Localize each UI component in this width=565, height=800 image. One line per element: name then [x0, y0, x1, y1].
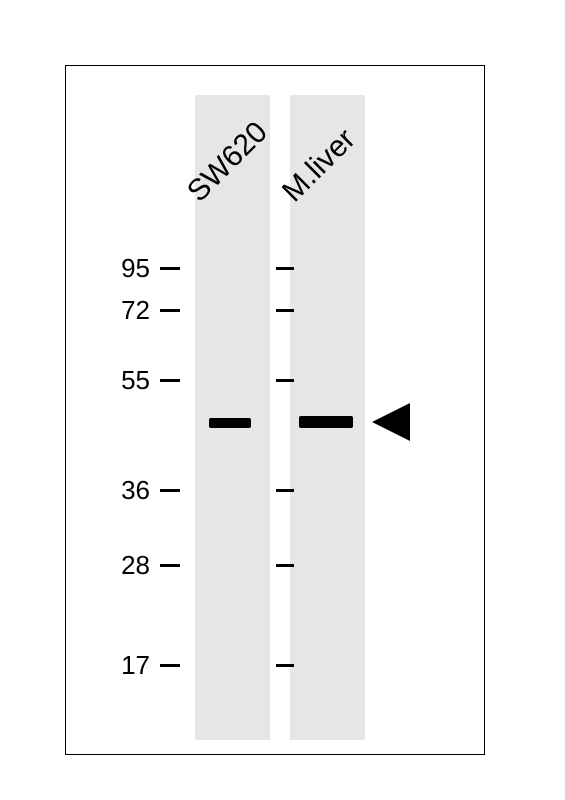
mw-tick-left-17 — [160, 664, 180, 667]
arrow-icon — [372, 401, 414, 443]
mw-tick-mid-28 — [276, 564, 294, 567]
mw-tick-mid-36 — [276, 489, 294, 492]
mw-tick-left-28 — [160, 564, 180, 567]
band-lane1 — [209, 418, 251, 428]
mw-label-36: 36 — [121, 475, 150, 506]
mw-tick-mid-55 — [276, 379, 294, 382]
western-blot-figure: { "figure": { "width": 565, "height": 80… — [0, 0, 565, 800]
mw-tick-mid-72 — [276, 309, 294, 312]
mw-tick-left-72 — [160, 309, 180, 312]
mw-label-17: 17 — [121, 650, 150, 681]
mw-tick-mid-17 — [276, 664, 294, 667]
mw-tick-left-36 — [160, 489, 180, 492]
mw-label-95: 95 — [121, 253, 150, 284]
mw-label-55: 55 — [121, 365, 150, 396]
mw-label-28: 28 — [121, 550, 150, 581]
mw-label-72: 72 — [121, 295, 150, 326]
mw-tick-mid-95 — [276, 267, 294, 270]
mw-tick-left-55 — [160, 379, 180, 382]
mw-tick-left-95 — [160, 267, 180, 270]
band-lane2 — [299, 416, 353, 428]
